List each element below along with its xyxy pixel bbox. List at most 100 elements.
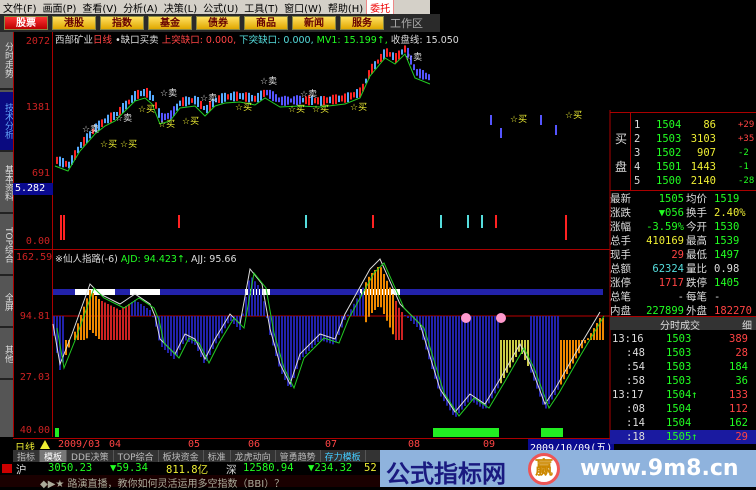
down-gap: 下突缺口: 0.000, — [239, 35, 314, 46]
trade-row[interactable]: 13:17 1504↑ 133 — [610, 388, 756, 402]
menu-analysis[interactable]: 分析(A) — [123, 3, 158, 15]
tab-other[interactable]: 其他 — [0, 330, 13, 380]
volume-bar — [305, 215, 307, 228]
tab-fundamentals[interactable]: 基本资料 — [0, 154, 13, 214]
quote-row: 涨幅 -3.59% 今开 1530 — [610, 220, 756, 234]
volume-bar — [467, 215, 469, 228]
trade-row[interactable]: :54 1503 184 — [610, 360, 756, 374]
signal-block — [55, 428, 59, 437]
trade-volume: 389 — [729, 333, 748, 345]
candle — [407, 47, 409, 58]
trade-row[interactable]: :18 1505↑ 29 — [610, 430, 756, 444]
service-button[interactable]: 服务 — [340, 16, 384, 30]
menu-file[interactable]: 文件(F) — [3, 3, 37, 15]
menu-formula[interactable]: 公式(U) — [203, 3, 239, 15]
signal-buy: ☆买 — [312, 104, 329, 115]
menu-look[interactable]: 查看(V) — [82, 3, 118, 15]
tab-indicator[interactable]: 指标 — [13, 450, 41, 462]
commodity-button[interactable]: 商品 — [244, 16, 288, 30]
candle — [152, 95, 154, 101]
index-button[interactable]: 指数 — [100, 16, 144, 30]
trades-detail-tab[interactable]: 细 — [742, 321, 752, 332]
orderbook-row[interactable]: 2 1503 3103 +35 — [610, 132, 756, 146]
candle — [197, 97, 199, 107]
bid-volume: 2140 — [690, 175, 716, 187]
watermark-url: www.9m8.cn — [580, 456, 739, 481]
bond-button[interactable]: 债券 — [196, 16, 240, 30]
candle — [350, 92, 352, 100]
volume-bar — [565, 215, 567, 240]
current-value-tag: 5.282 — [13, 183, 53, 195]
level: 5 — [634, 175, 641, 187]
tab-power-template[interactable]: 存力模板 — [321, 450, 366, 462]
tab-top[interactable]: TOP综合 — [0, 216, 13, 276]
candle — [68, 161, 70, 169]
quote-row: 现手 29 最低 1497 — [610, 248, 756, 262]
trade-row[interactable]: :58 1503 36 — [610, 374, 756, 388]
orderbook-row[interactable]: 1 1504 86 +29 — [610, 118, 756, 132]
tab-trend[interactable]: 管勇趋势 — [276, 450, 321, 462]
trade-row[interactable]: :14 1504 162 — [610, 416, 756, 430]
tab-standard[interactable]: 标准 — [204, 450, 231, 462]
tab-dragon-tiger[interactable]: 龙虎动向 — [231, 450, 276, 462]
candle — [110, 112, 112, 123]
quote-label: 换手 — [686, 207, 707, 219]
fund-button[interactable]: 基金 — [148, 16, 192, 30]
signal-buy: ☆买 — [510, 114, 527, 125]
tab-dde[interactable]: DDE决策 — [67, 450, 114, 462]
menu-decision[interactable]: 决策(L) — [163, 3, 198, 15]
candle — [392, 52, 394, 61]
trade-row[interactable]: :48 1503 28 — [610, 346, 756, 360]
candle — [242, 93, 244, 100]
tab-intraday[interactable]: 分时走势 — [0, 32, 13, 90]
chart-header: 西部矿业日线 •缺口买卖 上突缺口: 0.000, 下突缺口: 0.000, M… — [55, 32, 459, 46]
quote-value: - — [677, 291, 684, 303]
candle — [158, 108, 160, 118]
tab-top[interactable]: TOP综合 — [114, 450, 159, 462]
quote-value: 1497 — [714, 249, 740, 261]
orderbook-row[interactable]: 5 1500 2140 -28 — [610, 174, 756, 188]
candle — [179, 100, 181, 106]
menu-window[interactable]: 窗口(W) — [284, 3, 322, 15]
sz-value: 12580.94 — [243, 462, 294, 474]
news-ticker[interactable]: ◆▶★ 路演直播，教你如何灵活运用多空指数（BBI）？ — [0, 475, 380, 490]
orderbook-row[interactable]: 4 1501 1443 -1 — [610, 160, 756, 174]
tab-sector-funds[interactable]: 板块资金 — [159, 450, 204, 462]
ticker-icon[interactable] — [2, 464, 12, 473]
quote-value: 62324 — [652, 263, 684, 275]
menu-tools[interactable]: 工具(T) — [244, 3, 279, 15]
bid-volume: 1443 — [690, 161, 716, 173]
candle — [221, 93, 223, 104]
trade-row[interactable]: 13:16 1503 389 — [610, 332, 756, 346]
menu-help[interactable]: 帮助(H) — [327, 3, 364, 15]
hk-stock-button[interactable]: 港股 — [52, 16, 96, 30]
quote-value: ▼056 — [658, 207, 684, 219]
news-text[interactable]: ◆▶★ 路演直播，教你如何灵活运用多空指数（BBI）？ — [40, 479, 285, 490]
candle — [299, 95, 301, 105]
news-button[interactable]: 新闻 — [292, 16, 336, 30]
trade-row[interactable]: :08 1504 112 — [610, 402, 756, 416]
candle — [260, 90, 262, 101]
volume-bar — [440, 215, 442, 228]
tab-technical[interactable]: 技术分析 — [0, 92, 13, 152]
triangle-up-icon[interactable] — [40, 440, 50, 449]
signal-buy: ☆买 — [120, 139, 137, 150]
quote-label: 外盘 — [686, 305, 707, 317]
candle — [119, 106, 121, 116]
candle — [323, 96, 325, 106]
orderbook-row[interactable]: 3 1502 907 -2 — [610, 146, 756, 160]
tab-template[interactable]: 模板 — [40, 450, 68, 462]
workspace-label[interactable]: 工作区 — [390, 17, 423, 30]
signal-buy: ☆买 — [565, 110, 582, 121]
ajj-value: AJJ: 95.66 — [190, 254, 237, 265]
candle — [320, 96, 322, 106]
candle — [131, 95, 133, 103]
quote-value: 1405 — [714, 277, 740, 289]
stock-name: 西部矿业 — [55, 35, 94, 46]
tab-fullscreen[interactable]: 全屏 — [0, 278, 13, 328]
candle — [374, 61, 376, 70]
stock-button[interactable]: 股票 — [4, 16, 48, 30]
candle — [95, 123, 97, 133]
menu-view[interactable]: 画面(P) — [42, 3, 77, 15]
